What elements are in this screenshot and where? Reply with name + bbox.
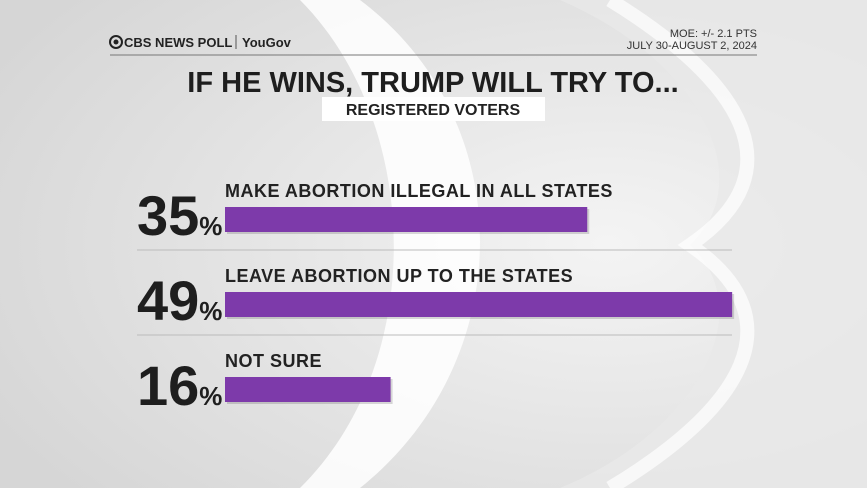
moe: MOE: +/- 2.1 PTS <box>670 28 757 40</box>
subtitle-box <box>322 97 545 121</box>
cbs-eye <box>109 35 123 49</box>
decor-curve <box>606 0 755 488</box>
category-label: NOT SURE <box>225 351 322 371</box>
dates: JULY 30-AUGUST 2, 2024 <box>627 40 757 52</box>
decor-curve <box>560 0 867 488</box>
bar <box>225 377 391 402</box>
bar <box>225 292 733 317</box>
brand: CBS NEWS POLL <box>124 35 232 50</box>
value-label: 16% <box>137 354 222 417</box>
category-label: LEAVE ABORTION UP TO THE STATES <box>225 266 573 286</box>
category-label: MAKE ABORTION ILLEGAL IN ALL STATES <box>225 181 613 201</box>
value-label: 35% <box>137 184 222 247</box>
bar <box>225 207 588 232</box>
partner: YouGov <box>242 35 292 50</box>
cbs-eye <box>113 39 119 45</box>
value-label: 49% <box>137 269 222 332</box>
chart-title: IF HE WINS, TRUMP WILL TRY TO... <box>187 67 678 99</box>
chart-subtitle: REGISTERED VOTERS <box>346 102 521 119</box>
decor-curve <box>300 0 480 488</box>
